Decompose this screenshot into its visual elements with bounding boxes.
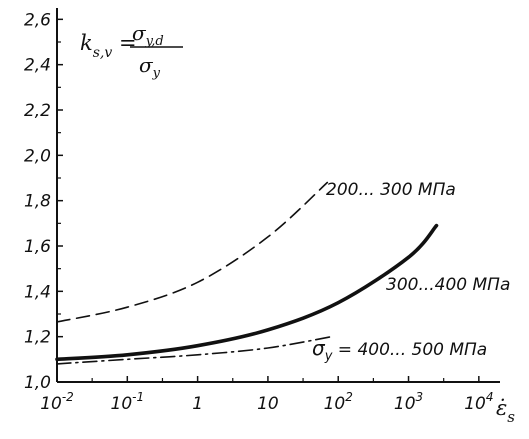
y-tick-label: 2,0: [24, 146, 51, 166]
y-tick-label: 1,2: [24, 328, 51, 348]
series-400-500-label: σy = 400... 500 МПа: [312, 336, 487, 364]
y-tick-label: 2,2: [24, 101, 51, 121]
y-axis-label-denominator: σy: [139, 53, 161, 81]
x-tick-label: 104: [464, 390, 493, 414]
x-tick-label: 1: [192, 394, 203, 414]
x-tick-label: 103: [394, 390, 423, 414]
x-tick-label: 10-1: [111, 390, 145, 414]
y-tick-label: 1,6: [24, 237, 51, 257]
x-tick-label: 10-2: [40, 390, 74, 414]
chart-frame: [56, 8, 500, 383]
x-tick-label: 10: [257, 394, 279, 414]
y-axis-label-lhs: ks,v =: [80, 31, 137, 61]
series-300-400-line: [55, 223, 439, 362]
series-200-300-label: 200... 300 МПа: [326, 180, 456, 200]
series-layer: [55, 181, 439, 365]
series-400-500-line: [56, 335, 333, 365]
labels-layer: 1,0 1,2 1,4 1,6 1,8 2,0 2,2 2,4 2,6 10-2 10-1 1 10 10…: [24, 10, 515, 426]
series-300-400-label: 300...400 МПа: [386, 275, 510, 295]
x-tick-label: 102: [324, 390, 353, 414]
y-tick-label: 1,4: [24, 282, 51, 302]
y-tick-label: 2,6: [24, 10, 51, 30]
x-axis-label: ε̇s: [496, 396, 515, 426]
series-200-300-line: [56, 181, 329, 323]
y-tick-label: 2,4: [24, 56, 51, 76]
y-tick-label: 1,0: [24, 373, 51, 393]
y-axis-label-numerator: σy,d: [132, 21, 164, 49]
ticks-layer: [56, 18, 480, 383]
y-tick-label: 1,8: [24, 192, 51, 212]
